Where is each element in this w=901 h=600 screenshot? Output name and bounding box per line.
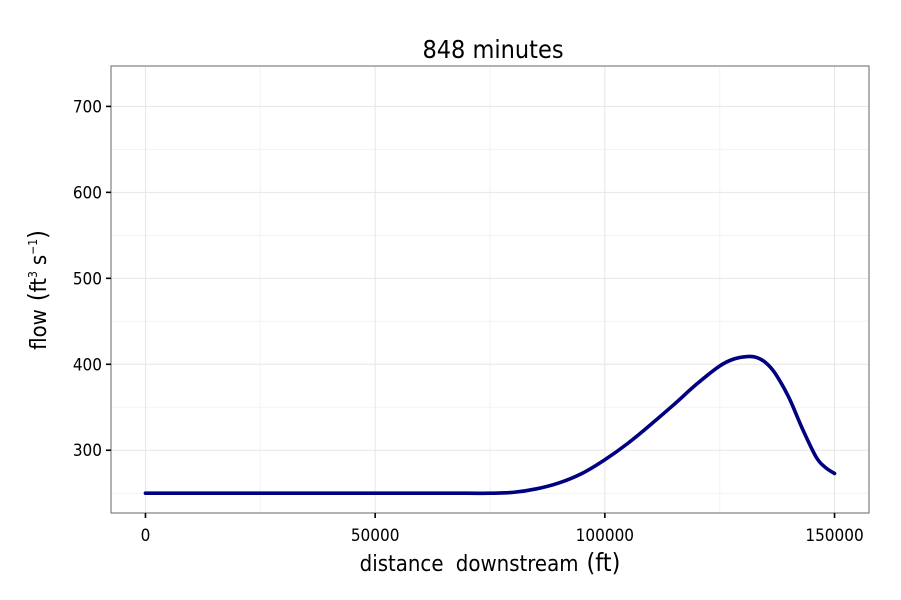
y-axis: 300 400 500 600 700 <box>73 97 111 461</box>
y-tick-label: 400 <box>73 355 102 375</box>
y-tick-label: 600 <box>73 183 102 203</box>
x-axis-title: distance downstream (ft) <box>360 548 621 577</box>
y-axis-unit-ft: ft <box>27 278 52 293</box>
y-axis-unit-s-exp: −1 <box>26 239 40 255</box>
chart-title: 848 minutes <box>422 35 563 64</box>
y-tick-label: 700 <box>73 97 102 117</box>
x-axis-title-main: distance downstream <box>360 552 579 577</box>
x-axis: 0 50000 100000 150000 <box>141 513 864 546</box>
x-tick-label: 0 <box>141 526 151 546</box>
x-axis-title-unit: (ft) <box>587 548 621 577</box>
series-layer <box>143 354 837 496</box>
y-tick-label: 300 <box>73 441 102 461</box>
y-axis-title: flow(ft3s−1) <box>23 230 52 350</box>
x-tick-label: 150000 <box>805 526 863 546</box>
series-line <box>143 354 837 496</box>
x-tick-label: 100000 <box>576 526 634 546</box>
y-axis-unit-s: s <box>27 255 52 265</box>
major-gridlines <box>111 66 869 513</box>
minor-gridlines <box>111 66 869 513</box>
y-tick-label: 500 <box>73 269 102 289</box>
y-axis-title-main: flow <box>27 309 52 350</box>
plot-panel-border <box>110 65 870 514</box>
y-axis-unit-ft-exp: 3 <box>26 271 40 278</box>
x-tick-label: 50000 <box>351 526 400 546</box>
